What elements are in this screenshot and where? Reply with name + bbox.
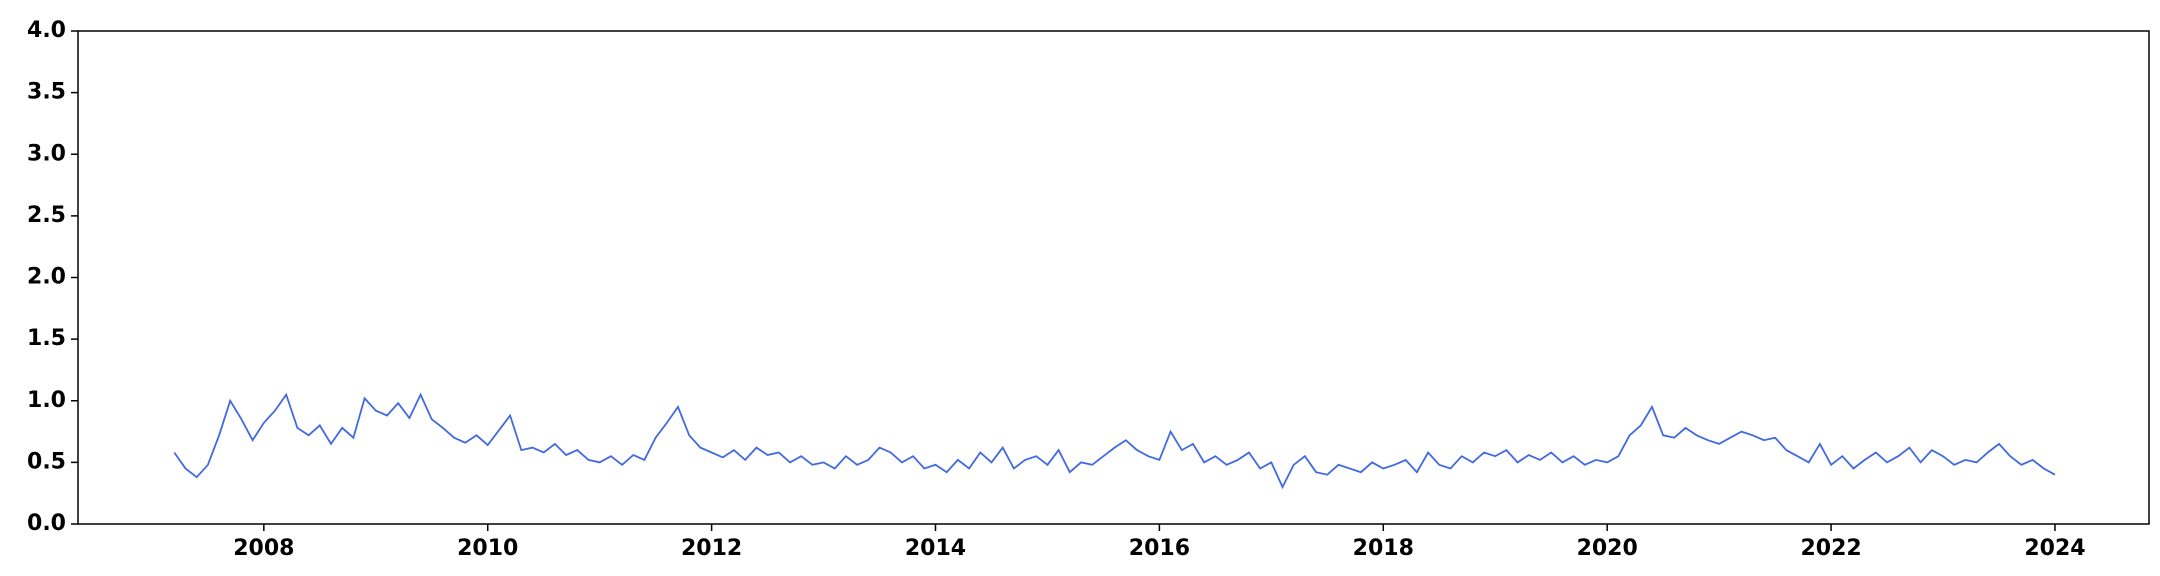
x-tick-label: 2010 xyxy=(457,536,518,561)
y-tick-label: 1.0 xyxy=(27,388,66,413)
y-tick-label: 2.5 xyxy=(27,203,66,228)
x-tick-label: 2018 xyxy=(1353,536,1414,561)
data-line xyxy=(173,392,2056,490)
x-tick-label: 2012 xyxy=(681,536,742,561)
y-tick-label: 4.0 xyxy=(27,18,66,43)
y-tick-label: 0.0 xyxy=(27,511,66,536)
plot-frame xyxy=(77,30,2150,525)
y-tick-label: 3.5 xyxy=(27,80,66,105)
y-tick-label: 1.5 xyxy=(27,326,66,351)
y-tick-label: 3.0 xyxy=(27,141,66,166)
x-tick-label: 2008 xyxy=(233,536,294,561)
x-tick-label: 2022 xyxy=(1800,536,1861,561)
y-tick-label: 2.0 xyxy=(27,265,66,290)
y-tick-label: 0.5 xyxy=(27,449,66,474)
x-tick-label: 2024 xyxy=(2024,536,2085,561)
x-tick-label: 2020 xyxy=(1577,536,1638,561)
x-tick-label: 2014 xyxy=(905,536,966,561)
x-tick-label: 2016 xyxy=(1129,536,1190,561)
